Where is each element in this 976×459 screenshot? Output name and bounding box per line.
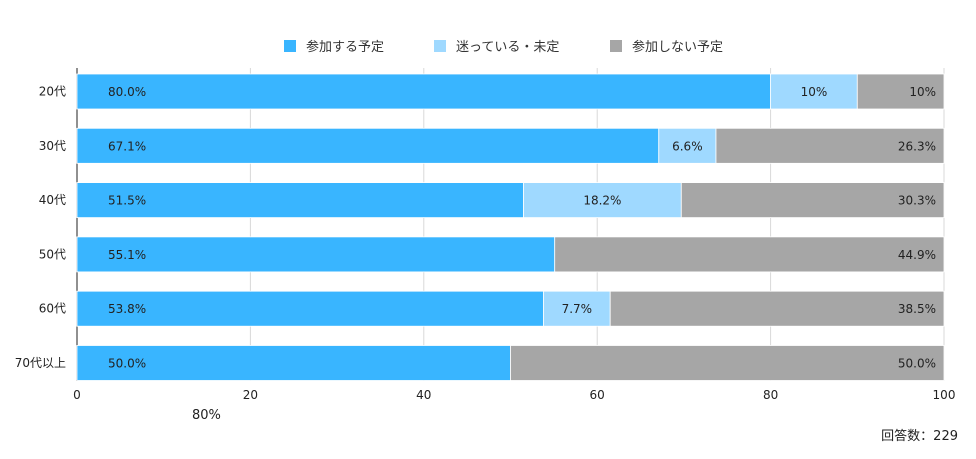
bar-undecided-3 bbox=[523, 182, 682, 219]
data-label-attend-1: 80.0% bbox=[108, 85, 146, 99]
legend-item-undecided: 迷っている・未定 bbox=[434, 36, 559, 55]
bar-undecided-2 bbox=[658, 127, 717, 164]
data-label-not-attend-5: 38.5% bbox=[898, 302, 936, 316]
category-label-1: 20代 bbox=[39, 85, 66, 99]
bar-attend-2 bbox=[76, 127, 660, 164]
legend-label-not-attend: 参加しない予定 bbox=[632, 40, 724, 55]
category-label-6: 70代以上 bbox=[15, 356, 66, 370]
x-tick-label-80: 80 bbox=[763, 388, 778, 402]
legend-label-undecided: 迷っている・未定 bbox=[456, 40, 560, 55]
legend-swatch-undecided bbox=[434, 39, 446, 52]
legend-item-attend: 参加する予定 bbox=[284, 36, 384, 55]
x-tick-label-100: 100 bbox=[933, 388, 956, 402]
x-tick-label-60: 60 bbox=[590, 388, 605, 402]
data-label-undecided-2: 6.6% bbox=[672, 139, 703, 153]
bar-not-attend-3 bbox=[680, 182, 945, 219]
data-label-attend-3: 51.5% bbox=[108, 194, 146, 208]
category-label-3: 40代 bbox=[39, 193, 66, 207]
bar-attend-4 bbox=[76, 236, 556, 273]
bar-undecided-1 bbox=[770, 73, 858, 110]
bar-not-attend-2 bbox=[715, 127, 945, 164]
bar-attend-3 bbox=[76, 182, 524, 219]
bar-attend-6 bbox=[76, 345, 511, 381]
legend-item-not-attend: 参加しない予定 bbox=[610, 36, 723, 55]
data-label-not-attend-3: 30.3% bbox=[898, 194, 936, 208]
bar-not-attend-4 bbox=[554, 236, 945, 273]
stray-label: 80% bbox=[192, 408, 221, 423]
data-label-attend-4: 55.1% bbox=[108, 248, 146, 262]
bar-attend-5 bbox=[76, 290, 544, 327]
category-label-5: 60代 bbox=[39, 302, 66, 316]
data-label-not-attend-2: 26.3% bbox=[898, 139, 936, 153]
y-axis-labels: 20代 30代 40代 50代 60代 70代以上 bbox=[15, 85, 66, 371]
data-label-undecided-3: 18.2% bbox=[583, 194, 621, 208]
data-label-not-attend-1: 10% bbox=[909, 85, 936, 99]
bar-not-attend-6 bbox=[510, 345, 945, 381]
x-axis-labels: 0 20 40 60 80 100 bbox=[73, 388, 955, 402]
category-label-2: 30代 bbox=[39, 139, 66, 153]
category-label-4: 50代 bbox=[39, 247, 66, 261]
bar-attend-1 bbox=[76, 73, 771, 110]
legend-swatch-not-attend bbox=[610, 39, 622, 52]
data-label-attend-6: 50.0% bbox=[108, 357, 146, 371]
bar-not-attend-1 bbox=[856, 73, 945, 110]
data-label-undecided-1: 10% bbox=[801, 85, 828, 99]
legend-label-attend: 参加する予定 bbox=[306, 40, 385, 55]
x-tick-label-0: 0 bbox=[73, 388, 81, 402]
x-tick-label-40: 40 bbox=[416, 388, 431, 402]
grid bbox=[76, 68, 945, 381]
data-label-not-attend-6: 50.0% bbox=[898, 357, 936, 371]
x-tick-label-20: 20 bbox=[243, 388, 258, 402]
bar-not-attend-5 bbox=[609, 290, 945, 327]
data-label-attend-5: 53.8% bbox=[108, 302, 146, 316]
bars: 80.0% 10% 10% 67.1% 6.6% 26.3% 51.5% 18.2% 30.3%… bbox=[76, 73, 945, 381]
data-label-undecided-5: 7.7% bbox=[562, 302, 593, 316]
respondent-count: 回答数：229 bbox=[881, 429, 958, 444]
data-label-attend-2: 67.1% bbox=[108, 139, 146, 153]
data-label-not-attend-4: 44.9% bbox=[898, 248, 936, 262]
legend-swatch-attend bbox=[284, 39, 296, 52]
